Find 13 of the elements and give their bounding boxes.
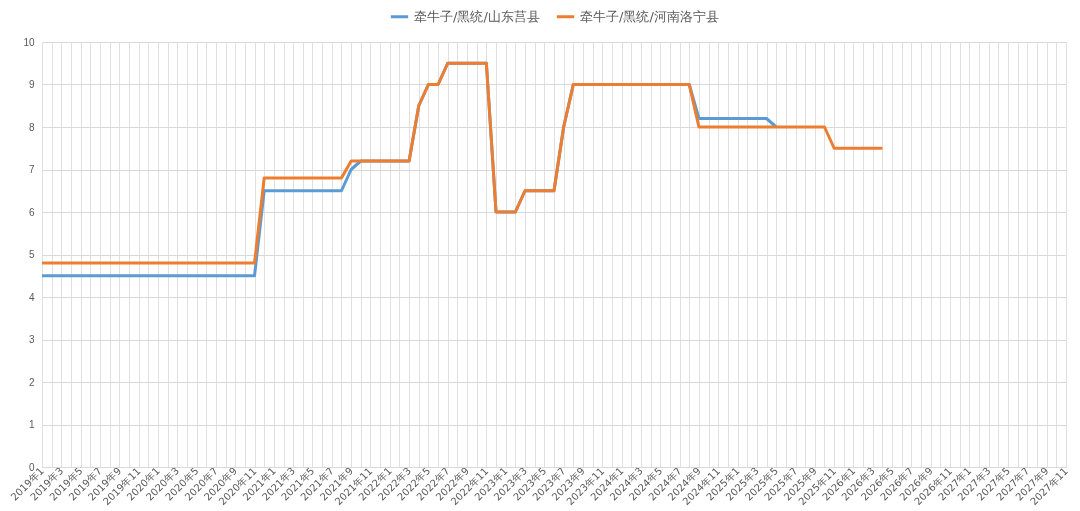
- y-tick-label: 0: [28, 461, 35, 473]
- y-tick-label: 2: [28, 376, 35, 388]
- y-tick-label: 6: [28, 206, 35, 218]
- y-tick-label: 8: [28, 121, 35, 133]
- y-tick-label: 7: [28, 164, 35, 175]
- legend-label: 牵牛子/黑统/山东莒县: [414, 8, 540, 24]
- y-tick-label: 3: [28, 334, 35, 345]
- y-tick-label: 10: [23, 36, 35, 48]
- y-tick-label: 1: [28, 419, 35, 430]
- y-tick-label: 5: [28, 249, 35, 260]
- y-tick-label: 4: [28, 291, 35, 303]
- legend-label: 牵牛子/黑统/河南洛宁县: [580, 8, 719, 24]
- y-tick-label: 9: [28, 79, 35, 90]
